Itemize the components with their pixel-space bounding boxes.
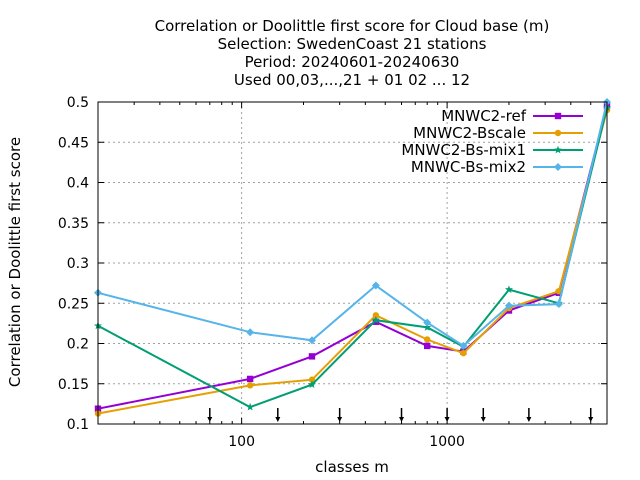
title-line-2: Selection: SwedenCoast 21 stations [218, 35, 487, 53]
y-tick-label: 0.4 [67, 176, 89, 192]
y-tick-label: 0.2 [67, 337, 89, 353]
data-point [504, 301, 513, 310]
class-boundary-arrowhead [399, 417, 405, 422]
data-point [423, 323, 432, 331]
y-tick-label: 0.25 [58, 296, 89, 312]
series-line [97, 101, 608, 348]
legend-item: MNWC2-Bscale [413, 124, 583, 142]
legend-label: MNWC2-ref [441, 107, 526, 125]
data-point [423, 336, 431, 343]
y-tick-label: 0.15 [58, 377, 89, 393]
legend-marker [554, 129, 562, 137]
data-point [372, 312, 380, 319]
title-line-1: Correlation or Doolittle first score for… [155, 17, 550, 35]
series-group [94, 98, 611, 417]
data-point [246, 402, 255, 411]
class-boundary-arrowhead [588, 417, 594, 422]
data-point [308, 376, 316, 383]
series-line [97, 109, 608, 415]
legend-label: MNWC-Bs-mix2 [411, 158, 526, 176]
series-mnwc-bs-mix2 [94, 98, 611, 350]
class-boundary-arrows [207, 408, 594, 422]
series-mnwc2-bscale [94, 106, 611, 417]
y-tick-label: 0.5 [67, 95, 89, 111]
class-boundary-arrowhead [480, 417, 486, 422]
legend-item: MNWC-Bs-mix2 [411, 158, 583, 176]
axis-ticks: 0.1 0.15 0.2 0.25 0.3 0.35 0.4 0.45 0.5 100 1000 [58, 95, 607, 450]
title-line-3: Period: 20240601-20240630 [245, 53, 460, 71]
data-point [246, 375, 254, 383]
data-point [423, 342, 431, 350]
chart-title: Correlation or Doolittle first score for… [155, 17, 550, 89]
series-line [97, 105, 608, 410]
legend-item: MNWC2-Bs-mix1 [401, 141, 583, 159]
class-boundary-arrowhead [337, 417, 343, 422]
data-point [460, 349, 467, 357]
data-point [371, 281, 380, 290]
data-point [554, 300, 563, 309]
x-tick-label: 1000 [429, 434, 465, 450]
series-line [97, 107, 608, 409]
legend-marker [554, 145, 562, 154]
data-point [459, 341, 468, 350]
data-point [371, 315, 380, 324]
y-tick-label: 0.35 [58, 216, 89, 232]
y-tick-label: 0.45 [58, 135, 89, 151]
legend-item: MNWC2-ref [441, 107, 583, 125]
grid-lines [98, 102, 607, 424]
y-tick-label: 0.3 [67, 256, 89, 272]
data-point [246, 382, 254, 389]
class-boundary-arrowhead [275, 417, 281, 422]
data-point [307, 380, 316, 388]
x-axis-label: classes m [315, 458, 389, 476]
class-boundary-arrowhead [207, 417, 213, 422]
y-tick-label: 0.1 [67, 417, 89, 433]
data-point [246, 328, 255, 337]
legend-marker [554, 163, 562, 171]
title-line-4: Used 00,03,...,21 + 01 02 ... 12 [234, 71, 470, 89]
x-tick-label: 100 [228, 434, 255, 450]
data-point [504, 285, 513, 293]
legend-label: MNWC2-Bs-mix1 [401, 141, 526, 159]
legend-marker [554, 112, 562, 120]
legend-label: MNWC2-Bscale [413, 124, 526, 142]
y-axis-label: Correlation or Doolittle first score [6, 137, 24, 387]
class-boundary-arrowhead [526, 417, 532, 422]
data-point [423, 318, 432, 327]
data-point [307, 336, 316, 345]
legend: MNWC2-refMNWC2-BscaleMNWC2-Bs-mix1MNWC-B… [401, 107, 583, 176]
data-point [308, 353, 316, 360]
